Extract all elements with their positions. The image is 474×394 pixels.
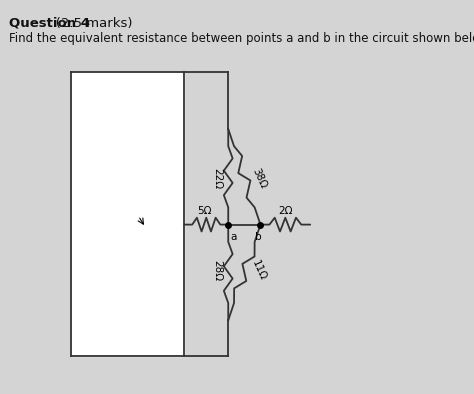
Text: 38Ω: 38Ω bbox=[250, 167, 268, 190]
Text: 11Ω: 11Ω bbox=[250, 259, 268, 282]
Text: Question 4: Question 4 bbox=[9, 17, 90, 30]
Text: (2.5 marks): (2.5 marks) bbox=[9, 17, 132, 30]
Text: Find the equivalent resistance between points a and b in the circuit shown below: Find the equivalent resistance between p… bbox=[9, 32, 474, 45]
Text: 2Ω: 2Ω bbox=[278, 206, 292, 216]
Text: 28Ω: 28Ω bbox=[212, 260, 222, 281]
Text: 22Ω: 22Ω bbox=[212, 168, 222, 190]
Polygon shape bbox=[71, 72, 184, 356]
Text: 5Ω: 5Ω bbox=[198, 206, 212, 216]
Text: a: a bbox=[230, 232, 237, 242]
Text: b: b bbox=[255, 232, 261, 242]
